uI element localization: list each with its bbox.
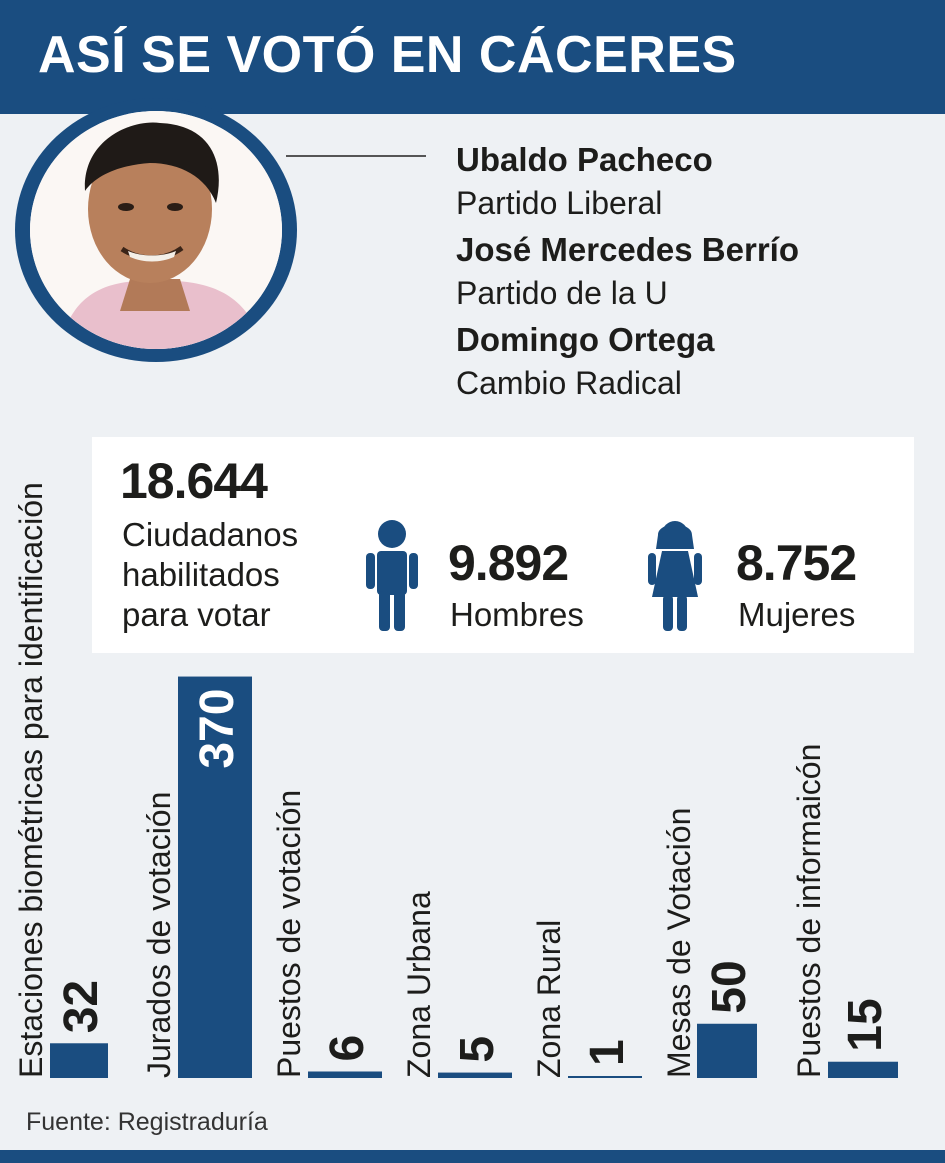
page-title: ASÍ SE VOTÓ EN CÁCERES: [38, 26, 737, 84]
footer-bar: [0, 1150, 945, 1163]
men-label: Hombres: [450, 596, 584, 633]
bar: [178, 676, 252, 1078]
category-label: Estaciones biométricas para identificaci…: [13, 482, 49, 1078]
female-person-icon: [648, 521, 702, 631]
source-note: Fuente: Registraduría: [26, 1108, 268, 1136]
candidate-item: José Mercedes Berrío Partido de la U: [456, 228, 936, 314]
category-label: Puestos de informaicón: [791, 744, 827, 1078]
women-value: 8.752: [736, 535, 857, 591]
candidate-portrait: [30, 111, 282, 349]
category-label: Mesas de Votación: [661, 808, 697, 1078]
value-label: 50: [703, 960, 756, 1013]
candidate-party: Partido Liberal: [456, 185, 663, 221]
bar: [828, 1061, 898, 1078]
value-label: 6: [321, 1035, 374, 1062]
category-label: Zona Urbana: [401, 891, 437, 1078]
candidate-party: Cambio Radical: [456, 365, 682, 401]
total-voters-label-line: Ciudadanos: [122, 516, 299, 553]
value-label: 370: [191, 689, 244, 769]
bar-chart: Estaciones biométricas para identificaci…: [13, 482, 898, 1078]
candidate-name: José Mercedes Berrío: [456, 231, 800, 268]
total-voters-label-line: para votar: [122, 596, 271, 633]
total-voters-value: 18.644: [120, 453, 268, 509]
candidate-list: Ubaldo Pacheco Partido Liberal José Merc…: [456, 138, 936, 408]
connector-line: [286, 155, 426, 157]
bar: [568, 1076, 642, 1078]
bar: [308, 1071, 382, 1078]
value-label: 32: [55, 980, 108, 1033]
bar: [50, 1043, 108, 1078]
candidate-party: Partido de la U: [456, 275, 668, 311]
candidate-item: Domingo Ortega Cambio Radical: [456, 318, 936, 404]
candidate-item: Ubaldo Pacheco Partido Liberal: [456, 138, 936, 224]
category-label: Zona Rural: [531, 920, 567, 1078]
value-label: 15: [839, 998, 892, 1051]
male-person-icon: [366, 520, 418, 631]
bar: [697, 1023, 757, 1078]
header-band: [0, 0, 945, 114]
category-label: Jurados de votación: [141, 792, 177, 1078]
candidate-name: Domingo Ortega: [456, 321, 715, 358]
value-label: 5: [451, 1036, 504, 1063]
women-label: Mujeres: [738, 596, 856, 633]
bar: [438, 1072, 512, 1078]
category-label: Puestos de votación: [271, 790, 307, 1078]
voters-panel: 18.644 Ciudadanos habilitados para votar…: [92, 437, 914, 653]
total-voters-label-line: habilitados: [122, 556, 280, 593]
candidate-name: Ubaldo Pacheco: [456, 141, 713, 178]
men-value: 9.892: [448, 535, 569, 591]
portrait-illustration: [30, 111, 282, 349]
value-label: 1: [581, 1039, 634, 1066]
